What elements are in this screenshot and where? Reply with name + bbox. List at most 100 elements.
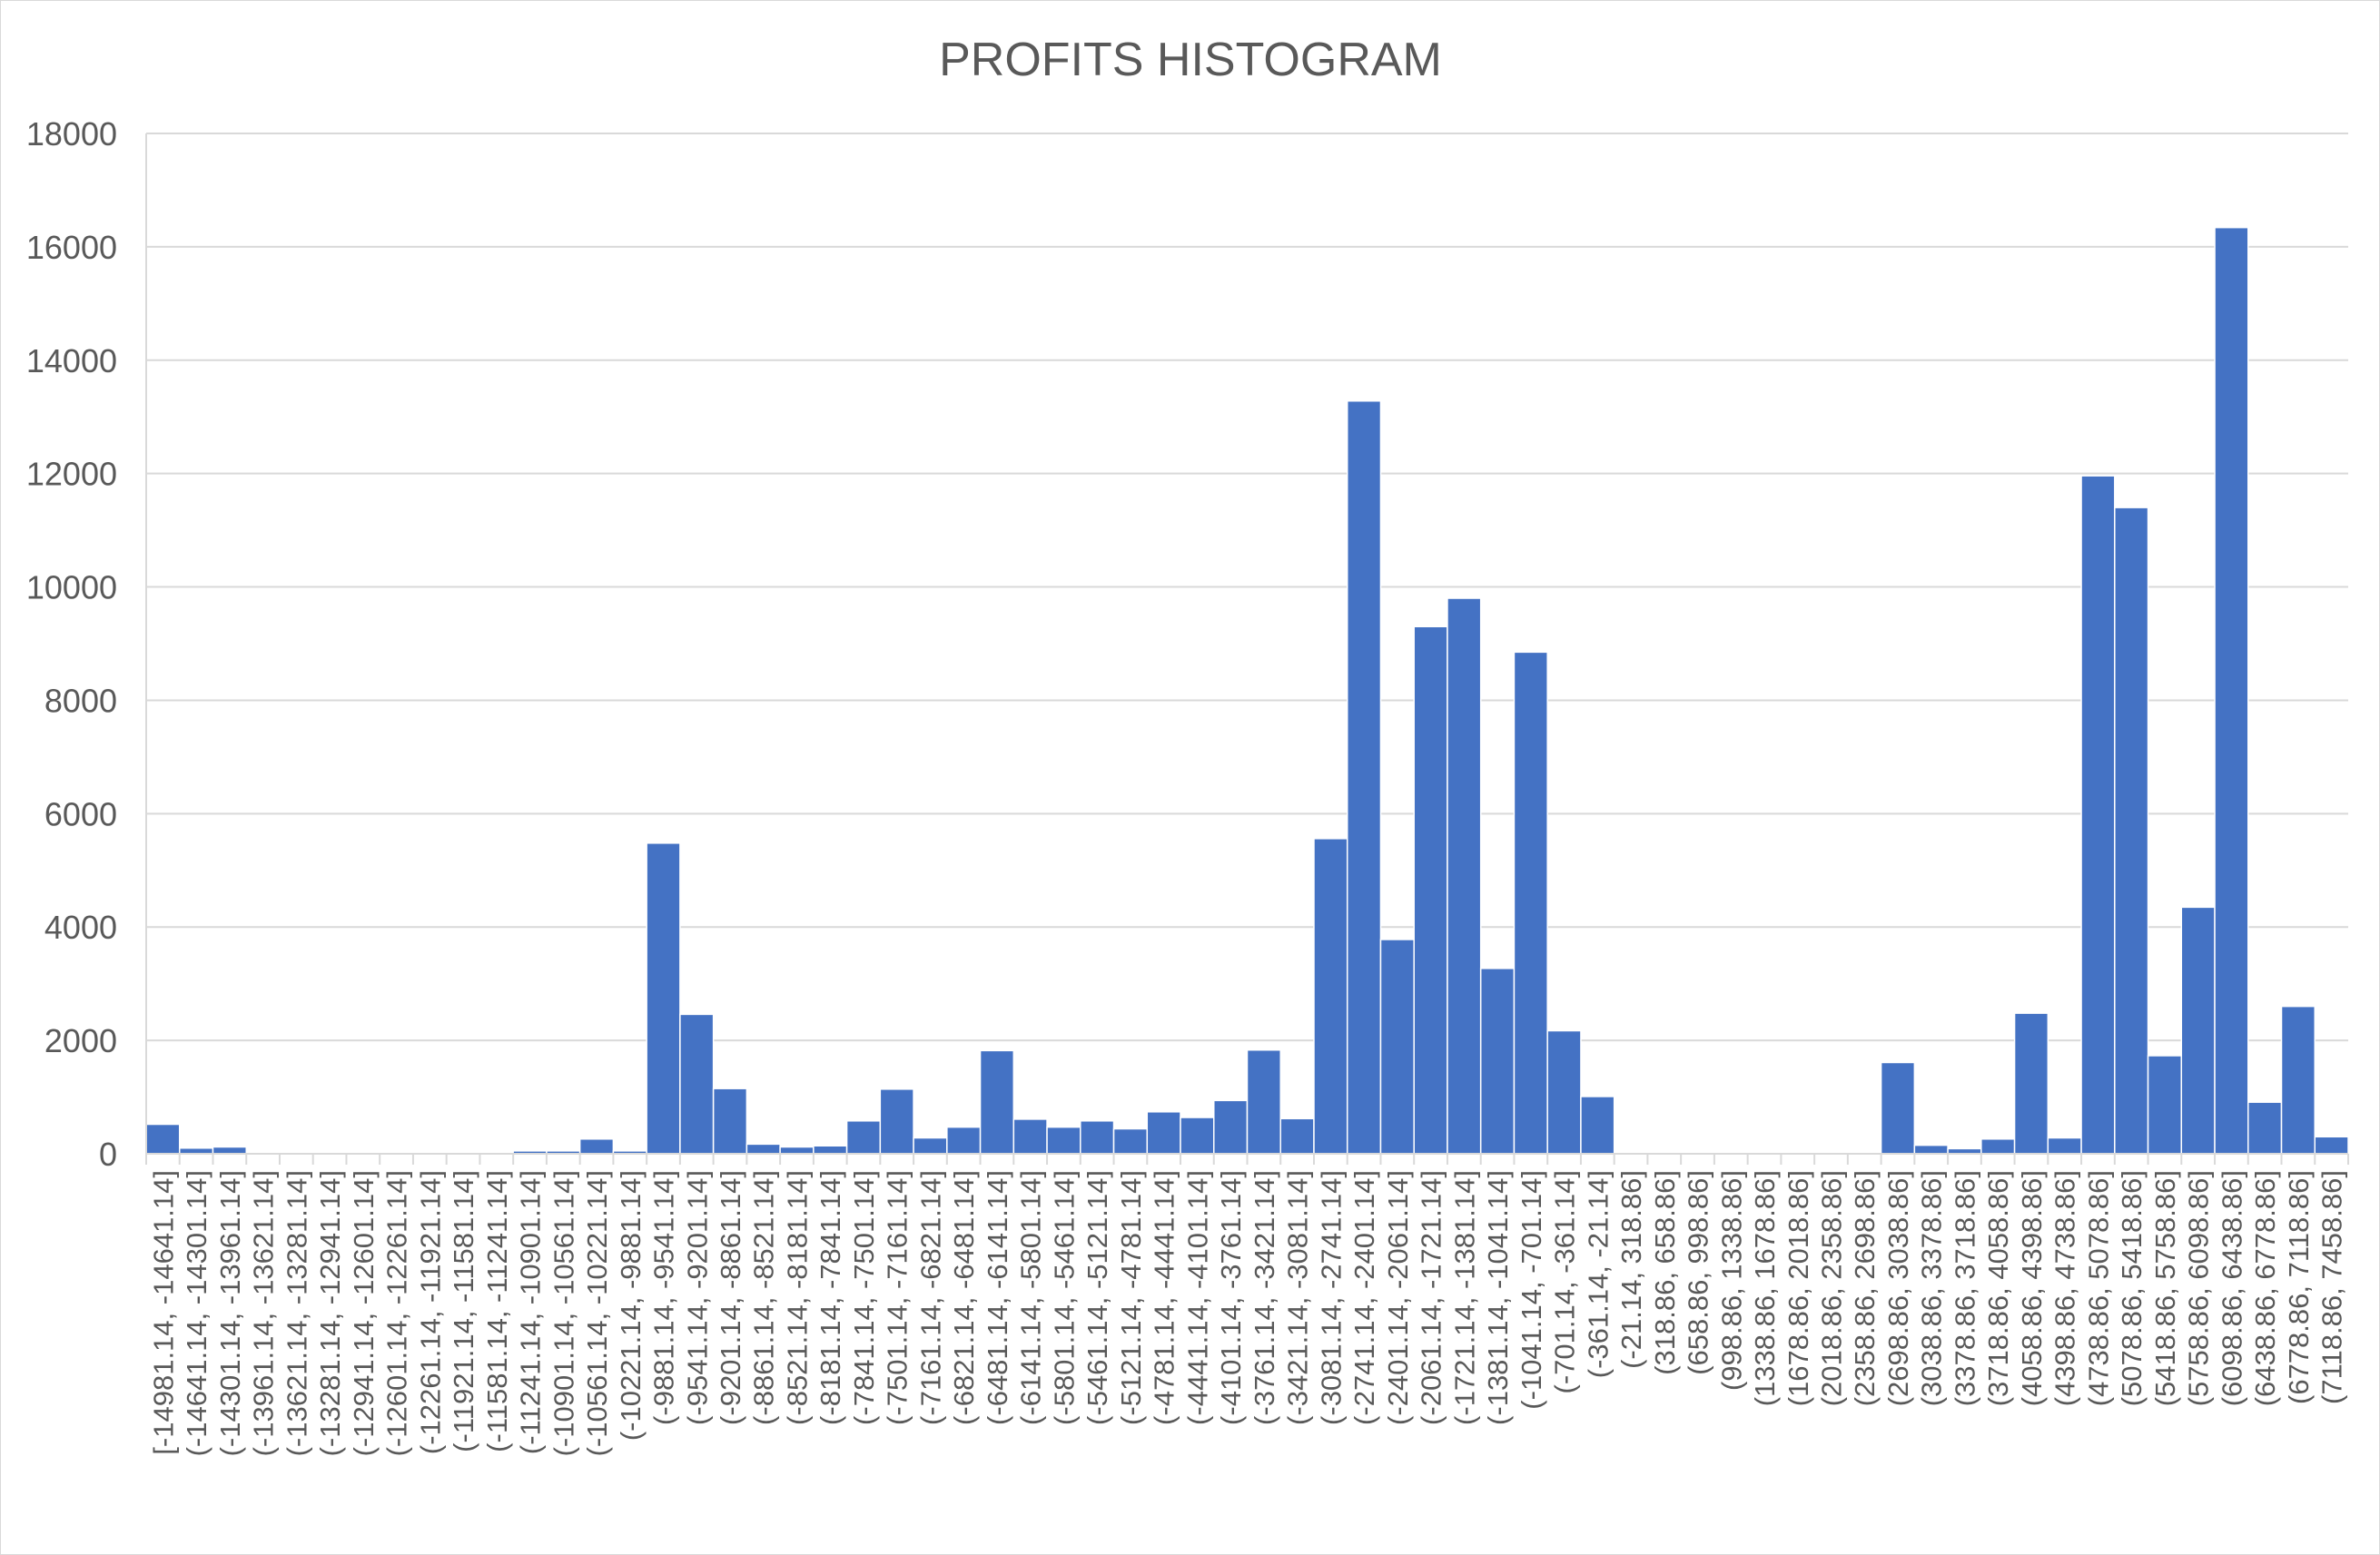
y-tick-label: 8000	[44, 682, 117, 719]
x-tick-label: (-10221.14, -9881.14]	[615, 1170, 647, 1441]
histogram-bar	[2080, 475, 2116, 1155]
x-tick-label: (-2401.14, -2061.14]	[1382, 1170, 1414, 1425]
x-tick-label: (3718.86, 4058.86]	[1982, 1170, 2014, 1406]
histogram-bar	[813, 1145, 848, 1155]
x-tick-label: (-11581.14, -11241.14]	[481, 1170, 513, 1452]
histogram-bar	[1580, 1096, 1615, 1155]
y-tick-label: 18000	[26, 115, 117, 153]
x-tick-label: (4738.86, 5078.86]	[2082, 1170, 2114, 1406]
histogram-bar	[1913, 1144, 1949, 1155]
y-tick-label: 0	[99, 1136, 117, 1173]
histogram-bar	[1880, 1061, 1916, 1155]
histogram-bar	[1980, 1138, 2016, 1155]
histogram-bar	[1513, 651, 1548, 1155]
x-tick-label: (-2741.14, -2401.14]	[1348, 1170, 1380, 1425]
x-tick-label: (5758.86, 6098.86]	[2183, 1170, 2215, 1406]
histogram-bar	[779, 1146, 815, 1155]
histogram-bar	[879, 1088, 914, 1155]
x-tick-label: (-12601.14, -12261.14]	[381, 1170, 413, 1456]
x-tick-label: (5418.86, 5758.86]	[2149, 1170, 2181, 1406]
x-tick-label: (2698.86, 3038.86]	[1882, 1170, 1914, 1406]
histogram-bar	[746, 1143, 781, 1155]
x-tick-label: (-8521.14, -8181.14]	[781, 1170, 813, 1425]
histogram-bar	[1080, 1120, 1115, 1155]
x-tick-label: (-2061.14, -1721.14]	[1416, 1170, 1447, 1425]
histogram-bar	[1246, 1048, 1281, 1155]
x-tick-label: (-4441.14, -4101.14]	[1181, 1170, 1213, 1425]
x-tick-label: (4058.86, 4398.86]	[2016, 1170, 2048, 1406]
axes: 0 2000 4000 6000 8000 10000 12000 14000 16000 180…	[26, 115, 2349, 1456]
histogram-bar	[1279, 1117, 1315, 1155]
x-tick-label: (-4781.14, -4441.14]	[1149, 1170, 1180, 1425]
histogram-bar	[2247, 1101, 2283, 1155]
x-tick-label: (-1721.14, -1381.14]	[1448, 1170, 1480, 1425]
histogram-bar	[145, 1123, 181, 1155]
histogram-bar	[712, 1088, 748, 1155]
x-tick-label: [-14981.14, -14641.14]	[147, 1170, 179, 1455]
x-tick-label: (-13961.14, -13621.14]	[248, 1170, 280, 1456]
gridlines	[146, 133, 2348, 1042]
x-tick-label: (-10901.14, -10561.14]	[548, 1170, 579, 1456]
x-tick-label: (-9881.14, -9541.14]	[648, 1170, 680, 1425]
x-tick-label: (-13281.14, -12941.14]	[314, 1170, 346, 1456]
chart-title: PROFITS HISTOGRAM	[939, 34, 1442, 86]
histogram-bar	[2114, 507, 2149, 1155]
x-tick-label: (-6821.14, -6481.14]	[948, 1170, 980, 1425]
histogram-bar	[1379, 939, 1415, 1155]
histogram-bar	[979, 1049, 1015, 1155]
x-tick-label: (-1041.14, -701.14]	[1516, 1170, 1547, 1410]
x-tick-label: (318.86, 658.86]	[1649, 1170, 1681, 1375]
y-tick-label: 6000	[44, 795, 117, 832]
bars	[145, 226, 2349, 1155]
x-tick-label: (-7161.14, -6821.14]	[914, 1170, 946, 1425]
histogram-bar	[679, 1013, 715, 1155]
x-tick-label: (-3761.14, -3421.14]	[1249, 1170, 1280, 1425]
x-tick-label: (-5461.14, -5121.14]	[1081, 1170, 1113, 1425]
x-tick-label: (-14301.14, -13961.14]	[214, 1170, 246, 1456]
histogram-bar	[1213, 1099, 1249, 1155]
x-tick-label: (-4101.14, -3761.14]	[1215, 1170, 1247, 1425]
x-tick-label: (-9541.14, -9201.14]	[681, 1170, 713, 1425]
y-tick-label: 12000	[26, 456, 117, 493]
y-tick-label: 14000	[26, 342, 117, 379]
histogram-bar	[1413, 625, 1448, 1155]
x-tick-label: (-701.14, -361.14]	[1549, 1170, 1581, 1393]
histogram-bar	[1447, 597, 1482, 1155]
histogram-bar	[2047, 1137, 2082, 1155]
histogram-bar	[1112, 1127, 1149, 1155]
x-tick-label: (6778.86, 7118.86]	[2283, 1170, 2315, 1404]
x-tick-label: (4398.86, 4738.86]	[2049, 1170, 2081, 1406]
x-tick-label: (1338.86, 1678.86]	[1749, 1170, 1781, 1406]
y-tick-label: 10000	[26, 569, 117, 606]
x-tick-label: (-6141.14, -5801.14]	[1015, 1170, 1047, 1425]
histogram-bar	[1180, 1117, 1215, 1155]
x-tick-label: (6098.86, 6438.86]	[2216, 1170, 2247, 1406]
x-tick-label: (2358.86, 2698.86]	[1849, 1170, 1881, 1406]
x-tick-label: (-12941.14, -12601.14]	[348, 1170, 380, 1456]
x-tick-label: (-5801.14, -5461.14]	[1048, 1170, 1080, 1425]
y-tick-label: 16000	[26, 229, 117, 266]
x-tick-label: (998.86, 1338.86]	[1715, 1170, 1747, 1391]
histogram-bar	[646, 842, 681, 1155]
x-tick-label: (-13621.14, -13281.14]	[281, 1170, 312, 1456]
x-tick-label: (3038.86, 3378.86]	[1916, 1170, 1948, 1406]
x-tick-label: (658.86, 998.86]	[1683, 1170, 1714, 1375]
x-tick-label: (-12261.14, -11921.14]	[414, 1170, 446, 1454]
histogram-bar	[1046, 1126, 1081, 1155]
x-tick-label: (-8861.14, -8521.14]	[748, 1170, 780, 1425]
histogram-bar	[1146, 1111, 1181, 1155]
histogram-bar	[2013, 1012, 2049, 1155]
x-tick-label: (-10561.14, -10221.14]	[581, 1170, 613, 1456]
x-tick-label: (3378.86, 3718.86]	[1949, 1170, 1980, 1406]
x-tick-label: (6438.86, 6778.86]	[2249, 1170, 2281, 1406]
histogram-bar	[845, 1120, 882, 1155]
histogram-bar	[1479, 968, 1516, 1155]
x-tick-label: (2018.86, 2358.86]	[1815, 1170, 1847, 1406]
histogram-bar	[913, 1137, 948, 1155]
x-tick-label: (-9201.14, -8861.14]	[715, 1170, 746, 1425]
histogram-bar	[212, 1146, 247, 1155]
x-tick-label: (-7501.14, -7161.14]	[882, 1170, 913, 1425]
x-tick-label: (-21.14, 318.86]	[1615, 1170, 1647, 1369]
